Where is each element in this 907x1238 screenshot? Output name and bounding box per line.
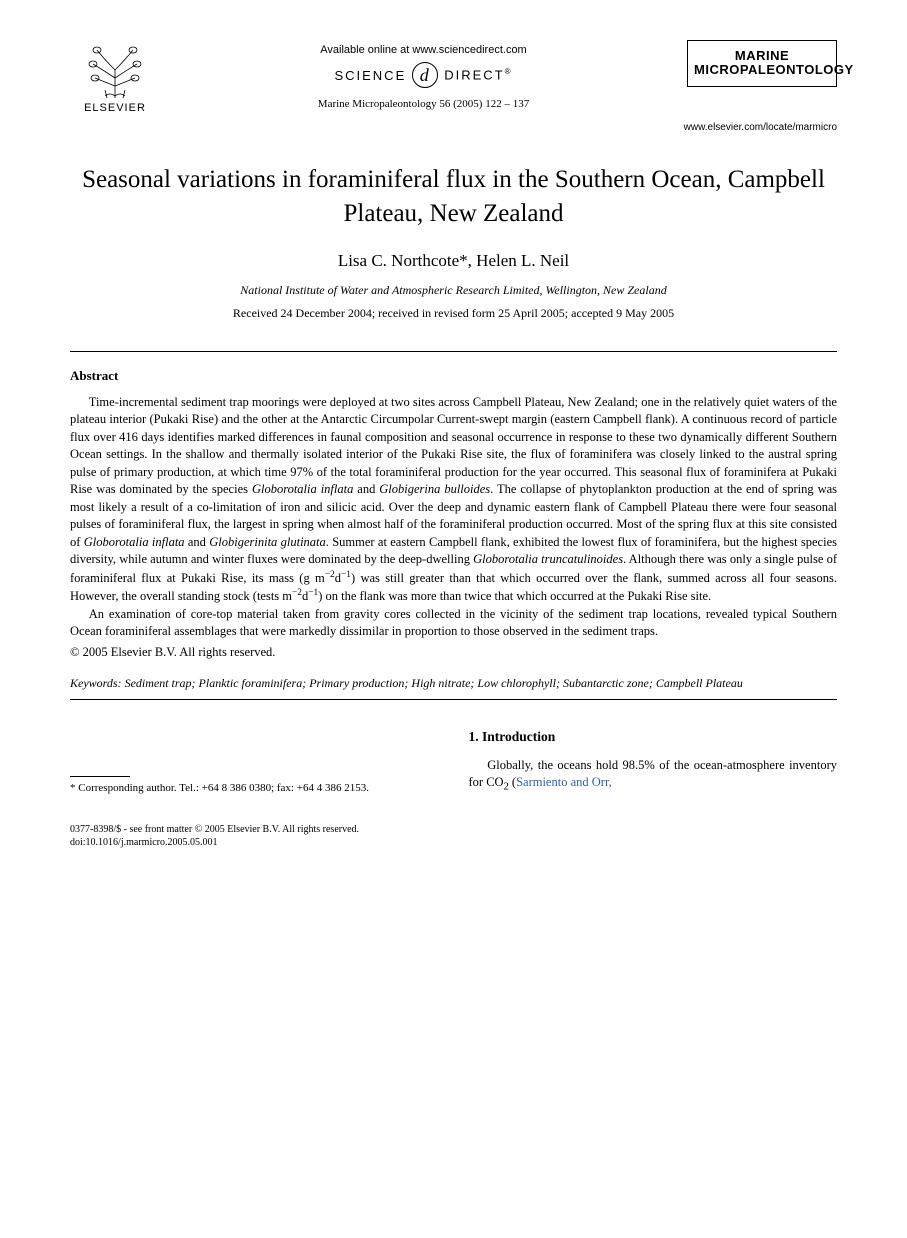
divider xyxy=(70,351,837,352)
divider-2 xyxy=(70,699,837,700)
left-column: * Corresponding author. Tel.: +64 8 386 … xyxy=(70,728,439,795)
article-title: Seasonal variations in foraminiferal flu… xyxy=(70,163,837,231)
keywords-text: Sediment trap; Planktic foraminifera; Pr… xyxy=(122,676,743,690)
footer-line2: doi:10.1016/j.marmicro.2005.05.001 xyxy=(70,836,837,849)
locate-url: www.elsevier.com/locate/marmicro xyxy=(70,122,837,133)
journal-name-1: MARINE xyxy=(694,49,830,63)
elsevier-tree-icon xyxy=(85,40,145,100)
authors: Lisa C. Northcote*, Helen L. Neil xyxy=(70,251,837,271)
corresponding-author: * Corresponding author. Tel.: +64 8 386 … xyxy=(70,781,439,795)
two-column-section: * Corresponding author. Tel.: +64 8 386 … xyxy=(70,728,837,795)
citation-link[interactable]: Sarmiento and Orr, xyxy=(516,775,612,789)
sd-left: SCIENCE xyxy=(334,68,406,83)
footer: 0377-8398/$ - see front matter © 2005 El… xyxy=(70,823,837,849)
footnote-separator xyxy=(70,776,130,777)
intro-p1: Globally, the oceans hold 98.5% of the o… xyxy=(469,757,838,796)
journal-name-2: MICROPALEONTOLOGY xyxy=(694,63,830,77)
right-column: 1. Introduction Globally, the oceans hol… xyxy=(469,728,838,795)
journal-title-box: MARINE MICROPALEONTOLOGY xyxy=(687,40,837,87)
abstract-body: Time-incremental sediment trap moorings … xyxy=(70,394,837,641)
affiliation: National Institute of Water and Atmosphe… xyxy=(70,283,837,298)
science-direct-logo: SCIENCE d DIRECT® xyxy=(160,62,687,88)
keywords-label: Keywords: xyxy=(70,676,122,690)
copyright: © 2005 Elsevier B.V. All rights reserved… xyxy=(70,645,837,660)
keywords: Keywords: Sediment trap; Planktic forami… xyxy=(70,676,837,691)
footer-line1: 0377-8398/$ - see front matter © 2005 El… xyxy=(70,823,837,836)
abstract-p1: Time-incremental sediment trap moorings … xyxy=(70,394,837,606)
intro-heading: 1. Introduction xyxy=(469,728,838,747)
abstract-p2: An examination of core-top material take… xyxy=(70,606,837,641)
article-dates: Received 24 December 2004; received in r… xyxy=(70,306,837,321)
available-online-text: Available online at www.sciencedirect.co… xyxy=(160,44,687,56)
sd-right: DIRECT® xyxy=(444,67,512,82)
publisher-logo-block: ELSEVIER xyxy=(70,40,160,114)
journal-reference: Marine Micropaleontology 56 (2005) 122 –… xyxy=(160,98,687,110)
publisher-name: ELSEVIER xyxy=(84,102,146,114)
header-center: Available online at www.sciencedirect.co… xyxy=(160,40,687,110)
sd-d-icon: d xyxy=(412,62,438,88)
abstract-heading: Abstract xyxy=(70,368,837,384)
header-row: ELSEVIER Available online at www.science… xyxy=(70,40,837,114)
